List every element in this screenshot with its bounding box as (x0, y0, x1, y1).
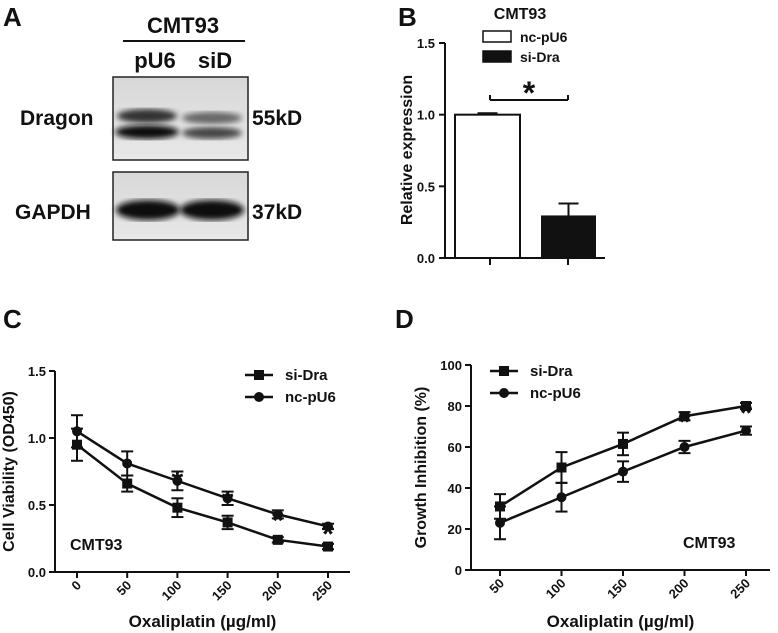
c-x-tick-label: 100 (159, 578, 185, 604)
d-y-tick-label: 80 (448, 399, 462, 414)
d-legend-label: nc-pU6 (530, 385, 581, 402)
c-point-si-Dra (323, 541, 333, 552)
c-point-nc-pU6 (172, 475, 183, 486)
c-significance-star: * (272, 504, 284, 537)
blot-size-dragon: 55kD (252, 107, 302, 130)
lane-label-siD: siD (198, 48, 232, 73)
panel-label-d: D (395, 304, 414, 334)
c-line-nc-pU6 (76, 430, 329, 528)
d-legend-marker (499, 388, 509, 398)
panel-label-a: A (3, 2, 22, 32)
b-bar-si-Dra (541, 215, 596, 259)
c-point-nc-pU6 (323, 521, 333, 532)
c-y-tick-label: 0.0 (28, 565, 46, 580)
d-cell-line-label: CMT93 (683, 535, 736, 552)
d-line-si-Dra (499, 404, 747, 508)
d-significance-star: * (740, 397, 752, 430)
c-x-tick-label: 250 (309, 578, 335, 604)
d-point-nc-pU6 (741, 425, 751, 436)
c-y-tick-label: 1.0 (28, 431, 46, 446)
d-x-tick-label: 200 (666, 576, 692, 602)
d-y-tick-label: 100 (440, 358, 462, 373)
d-y-tick-label: 20 (448, 522, 462, 537)
b-legend-swatch (482, 30, 512, 43)
d-x-tick-label: 50 (486, 576, 507, 597)
b-legend-swatch (482, 50, 512, 63)
c-line-si-Dra (76, 443, 329, 548)
c-legend-marker (254, 370, 264, 380)
d-x-tick-label: 150 (604, 576, 630, 602)
c-point-si-Dra (172, 502, 183, 513)
d-point-si-Dra (618, 438, 628, 449)
b-legend-label: nc-pU6 (520, 29, 568, 45)
c-significance-star: * (322, 518, 334, 551)
b-y-tick-label: 0.0 (417, 251, 435, 266)
c-cell-line-label: CMT93 (70, 537, 123, 554)
c-point-si-Dra (122, 478, 133, 489)
panel-label-c: C (3, 304, 22, 334)
d-point-nc-pU6 (495, 517, 505, 528)
d-x-tick-label: 250 (727, 576, 753, 602)
d-x-axis-label: Oxaliplatin (µg/ml) (547, 612, 695, 631)
blot-cell-line: CMT93 (147, 13, 219, 38)
blot-protein-gapdh: GAPDH (15, 201, 91, 224)
blot-gapdh (112, 171, 249, 241)
b-y-tick-label: 0.5 (417, 179, 435, 194)
blot-dragon (112, 76, 249, 161)
b-significance-star: * (523, 75, 536, 111)
c-point-nc-pU6 (122, 458, 133, 469)
b-chart-title: CMT93 (494, 6, 547, 23)
c-x-tick-label: 200 (259, 578, 285, 604)
panel-label-b: B (398, 2, 417, 32)
c-x-tick-label: 0 (68, 578, 84, 594)
d-y-tick-label: 0 (455, 563, 462, 578)
b-y-tick-label: 1.5 (417, 36, 435, 51)
d-point-si-Dra (679, 411, 690, 422)
d-point-nc-pU6 (679, 442, 690, 452)
d-point-si-Dra (741, 401, 751, 411)
blot-size-gapdh: 37kD (252, 201, 302, 224)
d-y-tick-label: 60 (448, 440, 462, 455)
b-legend-label: si-Dra (520, 49, 560, 65)
c-legend-label: si-Dra (285, 367, 328, 384)
c-legend-marker (254, 392, 264, 402)
c-point-si-Dra (222, 517, 233, 528)
d-legend-marker (499, 366, 509, 376)
b-bar-nc-pU6 (454, 113, 521, 259)
b-y-tick-label: 1.0 (417, 108, 435, 123)
c-x-tick-label: 50 (113, 578, 134, 599)
c-significance-star: * (172, 466, 184, 499)
d-point-nc-pU6 (618, 466, 628, 477)
c-point-si-Dra (272, 534, 283, 545)
c-x-axis-label: Oxaliplatin (µg/ml) (129, 612, 277, 631)
d-legend-label: si-Dra (530, 363, 573, 380)
c-y-tick-label: 1.5 (28, 364, 46, 379)
d-significance-star: * (679, 406, 691, 439)
blot-protein-dragon: Dragon (20, 107, 94, 130)
b-y-axis-label: Relative expression (399, 75, 416, 225)
c-point-nc-pU6 (272, 509, 283, 520)
c-x-tick-label: 150 (209, 578, 235, 604)
c-significance-star: * (222, 486, 234, 519)
d-point-si-Dra (556, 462, 567, 473)
d-y-axis-label: Growth Inhibition (%) (413, 387, 430, 549)
d-x-tick-label: 100 (543, 576, 569, 602)
c-y-axis-label: Cell Viability (OD450) (1, 391, 18, 552)
c-point-nc-pU6 (72, 426, 82, 437)
d-y-tick-label: 40 (448, 481, 462, 496)
c-y-tick-label: 0.5 (28, 498, 46, 513)
c-point-nc-pU6 (222, 493, 233, 504)
lane-label-pU6: pU6 (134, 48, 176, 73)
d-point-nc-pU6 (556, 492, 567, 503)
c-legend-label: nc-pU6 (285, 389, 336, 406)
